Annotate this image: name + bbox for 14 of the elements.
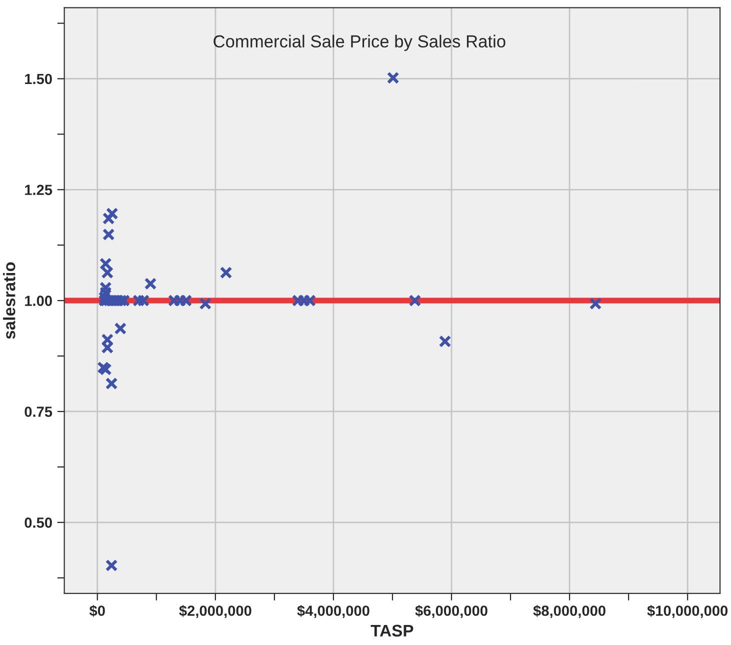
- x-tick-label: $0: [89, 604, 105, 617]
- x-axis-title: TASP: [370, 624, 414, 637]
- y-tick-label: 1.50: [25, 74, 52, 84]
- text: Commercial Sale Price by Sales Ratio: [214, 34, 506, 51]
- y-tick-label: 1.25: [25, 184, 52, 196]
- y-tick-label: 1.00: [25, 296, 52, 306]
- y-tick-label: 0.75: [24, 406, 52, 417]
- x-tick-label: $8,000,000: [533, 604, 606, 618]
- x-tick-label: $2,000,000: [179, 604, 252, 618]
- y-axis-title: salesratio: [3, 262, 16, 339]
- x-tick-label: $10,000,000: [647, 604, 728, 618]
- x-tick-label: $4,000,000: [297, 604, 370, 618]
- x-tick-label: $6,000,000: [415, 604, 488, 618]
- y-tick-label: 0.50: [24, 518, 52, 528]
